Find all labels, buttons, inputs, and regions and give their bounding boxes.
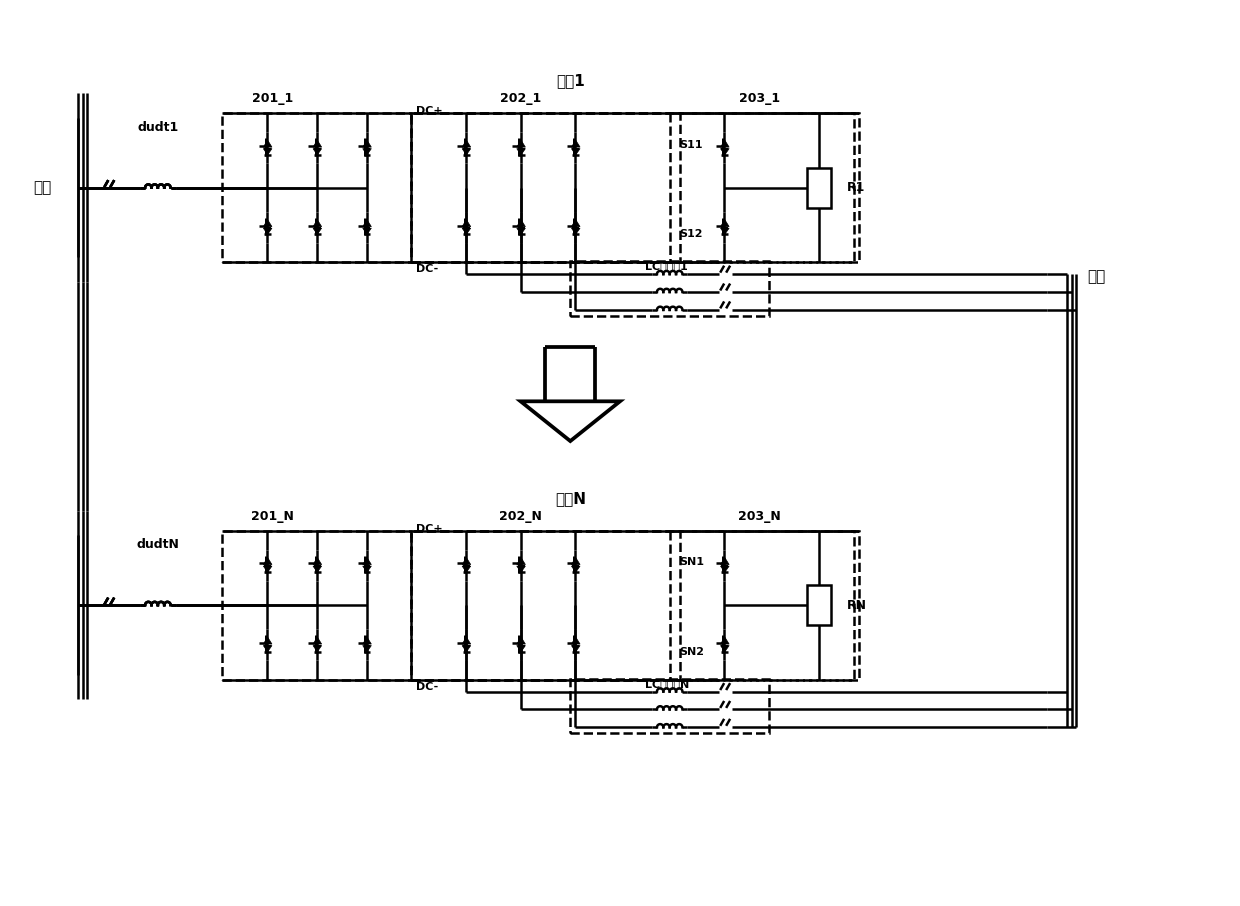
- Polygon shape: [463, 149, 471, 155]
- Polygon shape: [463, 228, 471, 235]
- Polygon shape: [572, 566, 580, 573]
- Text: 输入: 输入: [33, 180, 52, 195]
- Bar: [222, 531, 412, 680]
- Polygon shape: [572, 637, 580, 644]
- Polygon shape: [720, 149, 729, 155]
- Bar: [222, 113, 412, 262]
- Bar: [570, 679, 769, 733]
- Text: DC-: DC-: [417, 681, 439, 691]
- Polygon shape: [517, 637, 526, 644]
- Polygon shape: [463, 140, 471, 147]
- Polygon shape: [720, 228, 729, 235]
- Bar: [412, 113, 680, 262]
- Polygon shape: [312, 140, 321, 147]
- Polygon shape: [517, 219, 526, 226]
- Polygon shape: [517, 140, 526, 147]
- Polygon shape: [517, 566, 526, 573]
- Bar: [807, 168, 831, 207]
- Polygon shape: [263, 637, 272, 644]
- Polygon shape: [263, 557, 272, 564]
- Text: SN2: SN2: [680, 647, 704, 657]
- Text: 201_1: 201_1: [252, 92, 293, 105]
- Polygon shape: [720, 637, 729, 644]
- Text: LC滤波器N: LC滤波器N: [645, 679, 689, 689]
- Polygon shape: [312, 149, 321, 155]
- Polygon shape: [572, 140, 580, 147]
- Polygon shape: [463, 566, 471, 573]
- Polygon shape: [363, 140, 371, 147]
- Polygon shape: [517, 557, 526, 564]
- Polygon shape: [263, 140, 272, 147]
- Polygon shape: [363, 228, 371, 235]
- Polygon shape: [720, 566, 729, 573]
- Bar: [670, 113, 853, 262]
- Polygon shape: [572, 228, 580, 235]
- Text: dudt1: dudt1: [138, 121, 179, 134]
- Polygon shape: [363, 566, 371, 573]
- Polygon shape: [263, 646, 272, 651]
- Bar: [412, 113, 858, 262]
- Polygon shape: [263, 149, 272, 155]
- Text: DC-: DC-: [417, 265, 439, 275]
- Text: SN1: SN1: [680, 557, 704, 567]
- Polygon shape: [363, 149, 371, 155]
- Text: dudtN: dudtN: [136, 538, 180, 552]
- Polygon shape: [263, 219, 272, 226]
- Bar: [807, 585, 831, 625]
- Text: DC+: DC+: [417, 106, 443, 116]
- Text: 输出: 输出: [1087, 270, 1105, 284]
- Text: 202_1: 202_1: [500, 92, 541, 105]
- Text: 203_1: 203_1: [739, 92, 780, 105]
- Polygon shape: [463, 646, 471, 651]
- Polygon shape: [572, 646, 580, 651]
- Text: R1: R1: [847, 181, 866, 194]
- Polygon shape: [720, 140, 729, 147]
- Text: 203_N: 203_N: [738, 509, 780, 523]
- Polygon shape: [463, 557, 471, 564]
- Polygon shape: [312, 637, 321, 644]
- Bar: [570, 261, 769, 316]
- Polygon shape: [517, 149, 526, 155]
- Bar: [412, 531, 858, 680]
- Polygon shape: [312, 219, 321, 226]
- Text: S12: S12: [680, 229, 703, 239]
- Polygon shape: [517, 228, 526, 235]
- Polygon shape: [263, 228, 272, 235]
- Polygon shape: [720, 646, 729, 651]
- Polygon shape: [363, 637, 371, 644]
- Polygon shape: [312, 646, 321, 651]
- Text: 模块N: 模块N: [554, 491, 585, 506]
- Polygon shape: [720, 557, 729, 564]
- Text: DC+: DC+: [417, 524, 443, 534]
- Text: 202_N: 202_N: [500, 509, 542, 523]
- Text: S11: S11: [680, 140, 703, 149]
- Polygon shape: [463, 219, 471, 226]
- Bar: [670, 531, 853, 680]
- Polygon shape: [312, 566, 321, 573]
- Polygon shape: [363, 646, 371, 651]
- Polygon shape: [263, 566, 272, 573]
- Text: 模块1: 模块1: [556, 73, 585, 88]
- Polygon shape: [521, 401, 620, 441]
- Polygon shape: [363, 557, 371, 564]
- Polygon shape: [363, 219, 371, 226]
- Polygon shape: [572, 557, 580, 564]
- Polygon shape: [517, 646, 526, 651]
- Polygon shape: [720, 219, 729, 226]
- Polygon shape: [463, 637, 471, 644]
- Text: 201_N: 201_N: [250, 509, 294, 523]
- Text: RN: RN: [847, 599, 867, 612]
- Bar: [412, 531, 680, 680]
- Text: LC滤波器1: LC滤波器1: [645, 261, 688, 271]
- Polygon shape: [572, 219, 580, 226]
- Polygon shape: [312, 557, 321, 564]
- Polygon shape: [572, 149, 580, 155]
- Polygon shape: [312, 228, 321, 235]
